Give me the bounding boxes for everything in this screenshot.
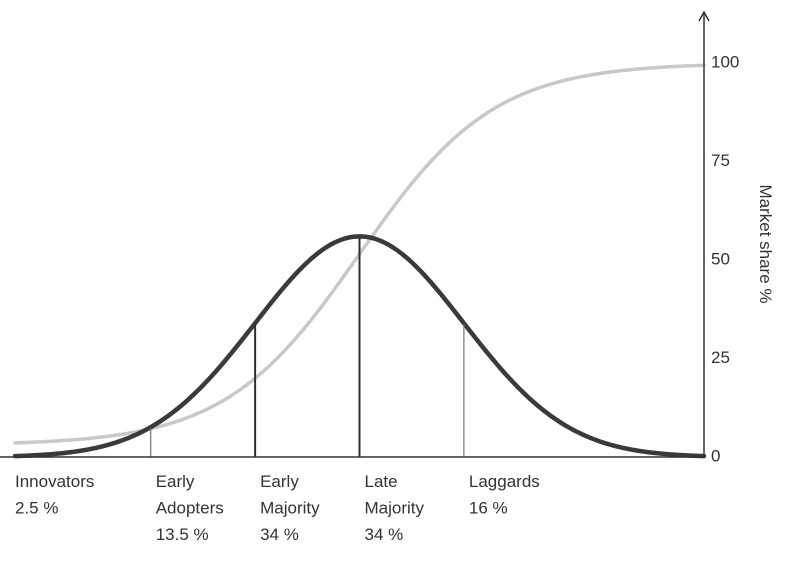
axes-layer <box>0 10 710 458</box>
labels-layer: 0 25 50 75 100 Market share % Innovators 2.5 % E… <box>15 52 775 544</box>
category-label-laggards-line-2: 16 % <box>469 499 508 518</box>
y-tick-label-100: 100 <box>711 52 739 71</box>
dividers-layer <box>150 237 465 457</box>
category-label-laggards-line-1: Laggards <box>469 472 540 491</box>
category-label-early-adopters-line-1: Early <box>156 472 195 491</box>
y-tick-label-25: 25 <box>711 348 730 367</box>
y-axis-arrow-icon <box>698 10 710 22</box>
category-label-late-majority-line-2: Majority <box>365 499 425 518</box>
category-label-early-majority-line-2: Majority <box>260 499 320 518</box>
category-label-late-majority-line-1: Late <box>365 472 398 491</box>
y-tick-label-75: 75 <box>711 151 730 170</box>
category-label-early-majority-line-3: 34 % <box>260 525 299 544</box>
category-label-late-majority-line-3: 34 % <box>365 525 404 544</box>
category-label-innovators-line-1: Innovators <box>15 472 94 491</box>
category-label-early-majority-line-1: Early <box>260 472 299 491</box>
category-label-early-adopters-line-2: Adopters <box>156 499 224 518</box>
category-label-early-adopters-line-3: 13.5 % <box>156 525 209 544</box>
y-tick-label-50: 50 <box>711 249 730 268</box>
y-axis-title: Market share % <box>756 184 775 303</box>
adoption-bell-curve <box>12 234 707 459</box>
category-label-innovators-line-2: 2.5 % <box>15 499 58 518</box>
y-tick-label-0: 0 <box>711 446 720 465</box>
